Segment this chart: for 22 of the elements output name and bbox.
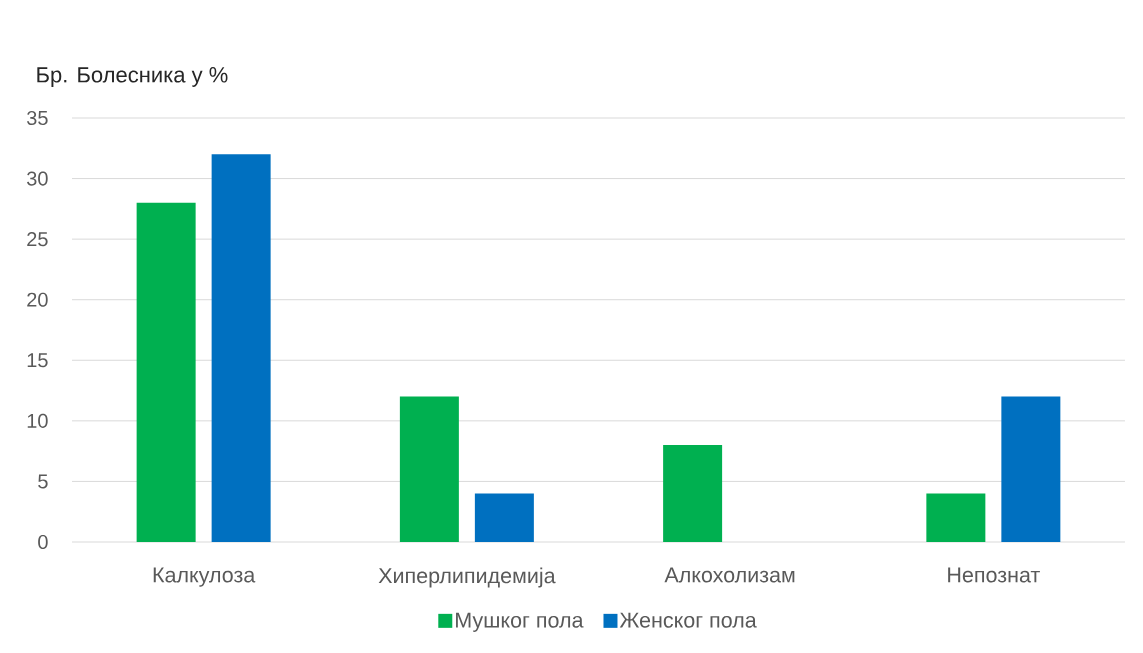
bar [211,154,271,542]
x-tick-label: Непознат [948,567,1040,583]
y-tick-label: 0 [38,534,48,550]
bar [474,493,534,542]
x-tick-label: Калкулоза [153,567,256,587]
y-tick-label: 15 [27,353,48,368]
legend-label: Мушког пола [456,612,584,632]
y-axis-title: Бр. Болесника у % [37,67,228,87]
x-tick-label: Хиперлипидемија [378,567,556,588]
y-tick-label: 20 [27,292,48,307]
y-tick-label: 10 [27,413,48,428]
y-tick-label: 30 [27,171,48,186]
y-tick-label: 35 [27,110,48,126]
bar [663,445,723,542]
legend-label: Женског пола [619,612,757,628]
y-tick-label: 5 [38,474,48,489]
bar [926,493,986,542]
bar [399,396,459,542]
bar [1001,396,1061,542]
x-tick-label: Алкохолизам [664,567,795,583]
bar [136,202,196,542]
y-tick-label: 25 [27,232,48,247]
